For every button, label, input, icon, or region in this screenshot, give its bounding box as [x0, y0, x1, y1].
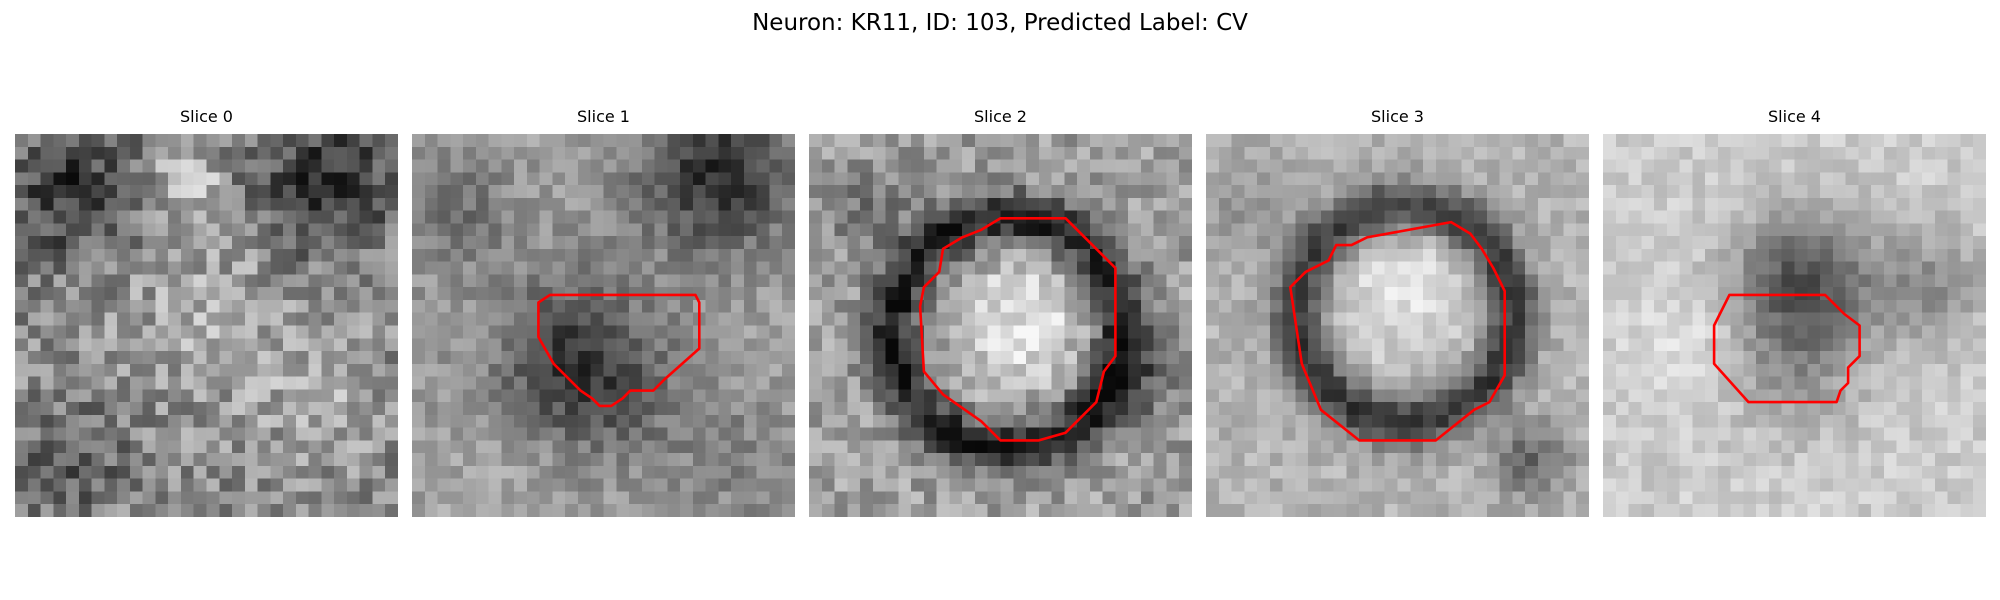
roi-contour [537, 293, 701, 408]
slice-panel-1: Slice 1 [412, 106, 795, 517]
roi-contour [1289, 220, 1507, 442]
slice-panel-0: Slice 0 [15, 106, 398, 517]
slice-pixels [1603, 134, 1986, 517]
slice-title-1: Slice 1 [577, 107, 630, 126]
slice-panel-2: Slice 2 [809, 106, 1192, 517]
slice-pixels [15, 134, 398, 517]
slice-title-3: Slice 3 [1371, 107, 1424, 126]
slice-title-4: Slice 4 [1768, 107, 1821, 126]
slice-title-0: Slice 0 [180, 107, 233, 126]
slice-image-1 [412, 134, 795, 517]
slice-title-2: Slice 2 [974, 107, 1027, 126]
roi-contour [918, 217, 1117, 442]
slice-panel-3: Slice 3 [1206, 106, 1589, 517]
slice-image-4 [1603, 134, 1986, 517]
slice-pixels [412, 134, 795, 517]
slice-pixels [809, 134, 1192, 517]
slice-image-2 [809, 134, 1192, 517]
slice-panel-4: Slice 4 [1603, 106, 1986, 517]
slice-image-3 [1206, 134, 1589, 517]
roi-contour [1712, 293, 1861, 404]
figure-title: Neuron: KR11, ID: 103, Predicted Label: … [752, 10, 1248, 36]
slice-image-0 [15, 134, 398, 517]
slice-pixels [1206, 134, 1589, 517]
